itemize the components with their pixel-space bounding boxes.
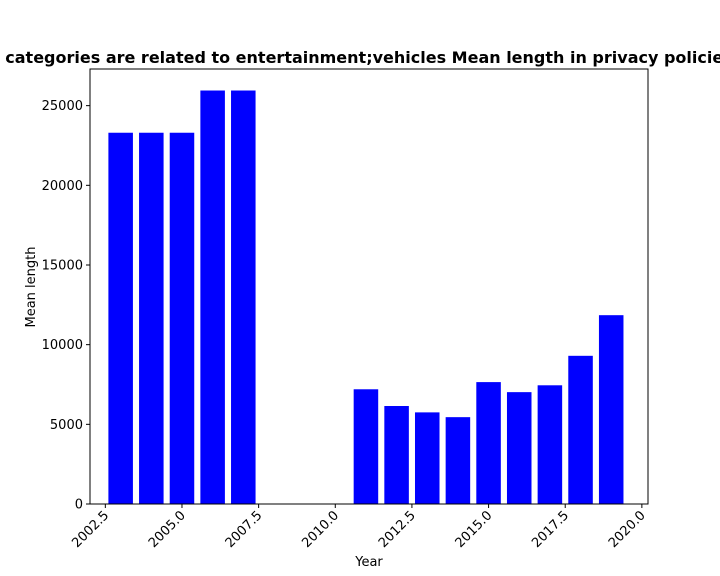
bar-2015 bbox=[476, 382, 501, 504]
plot-frame bbox=[89, 68, 649, 505]
bar-2011 bbox=[353, 389, 379, 504]
bar-2019 bbox=[598, 315, 624, 504]
y-axis-label: Mean length bbox=[24, 247, 39, 328]
bar-2014 bbox=[445, 417, 471, 504]
x-tick-label: 2017.5 bbox=[529, 508, 572, 551]
x-tick-label: 2002.5 bbox=[69, 508, 112, 551]
bar-2005 bbox=[169, 132, 195, 504]
y-tick-label: 10000 bbox=[42, 338, 83, 353]
bar-2006 bbox=[200, 90, 225, 504]
x-tick-label: 2020.0 bbox=[606, 508, 649, 551]
bar-2012 bbox=[384, 406, 409, 504]
bar-2003 bbox=[108, 132, 133, 504]
x-axis-label: Year bbox=[354, 555, 383, 570]
x-tick-label: 2012.5 bbox=[376, 508, 419, 551]
y-tick-label: 20000 bbox=[42, 179, 83, 194]
y-tick-label: 25000 bbox=[42, 99, 83, 114]
bar-2007 bbox=[231, 90, 256, 504]
x-tick-label: 2010.0 bbox=[299, 508, 342, 551]
y-tick-label: 0 bbox=[75, 498, 83, 513]
y-axis-ticks: 0 5000 10000 15000 20000 25000 bbox=[42, 99, 90, 513]
y-tick-label: 5000 bbox=[50, 418, 83, 433]
bar-2017 bbox=[537, 385, 563, 504]
bars-group bbox=[108, 90, 624, 504]
y-tick-label: 15000 bbox=[42, 258, 83, 273]
x-tick-label: 2005.0 bbox=[146, 508, 189, 551]
bar-2018 bbox=[568, 355, 593, 504]
x-axis-ticks: 2002.5 2005.0 2007.5 2010.0 2012.5 2015.0 2017… bbox=[69, 504, 649, 551]
bar-2013 bbox=[414, 412, 440, 504]
bar-2004 bbox=[139, 132, 164, 504]
x-tick-label: 2007.5 bbox=[223, 508, 266, 551]
bar-2016 bbox=[506, 392, 532, 504]
x-tick-label: 2015.0 bbox=[453, 508, 496, 551]
chart-title: categories are related to entertainment;… bbox=[5, 48, 720, 67]
